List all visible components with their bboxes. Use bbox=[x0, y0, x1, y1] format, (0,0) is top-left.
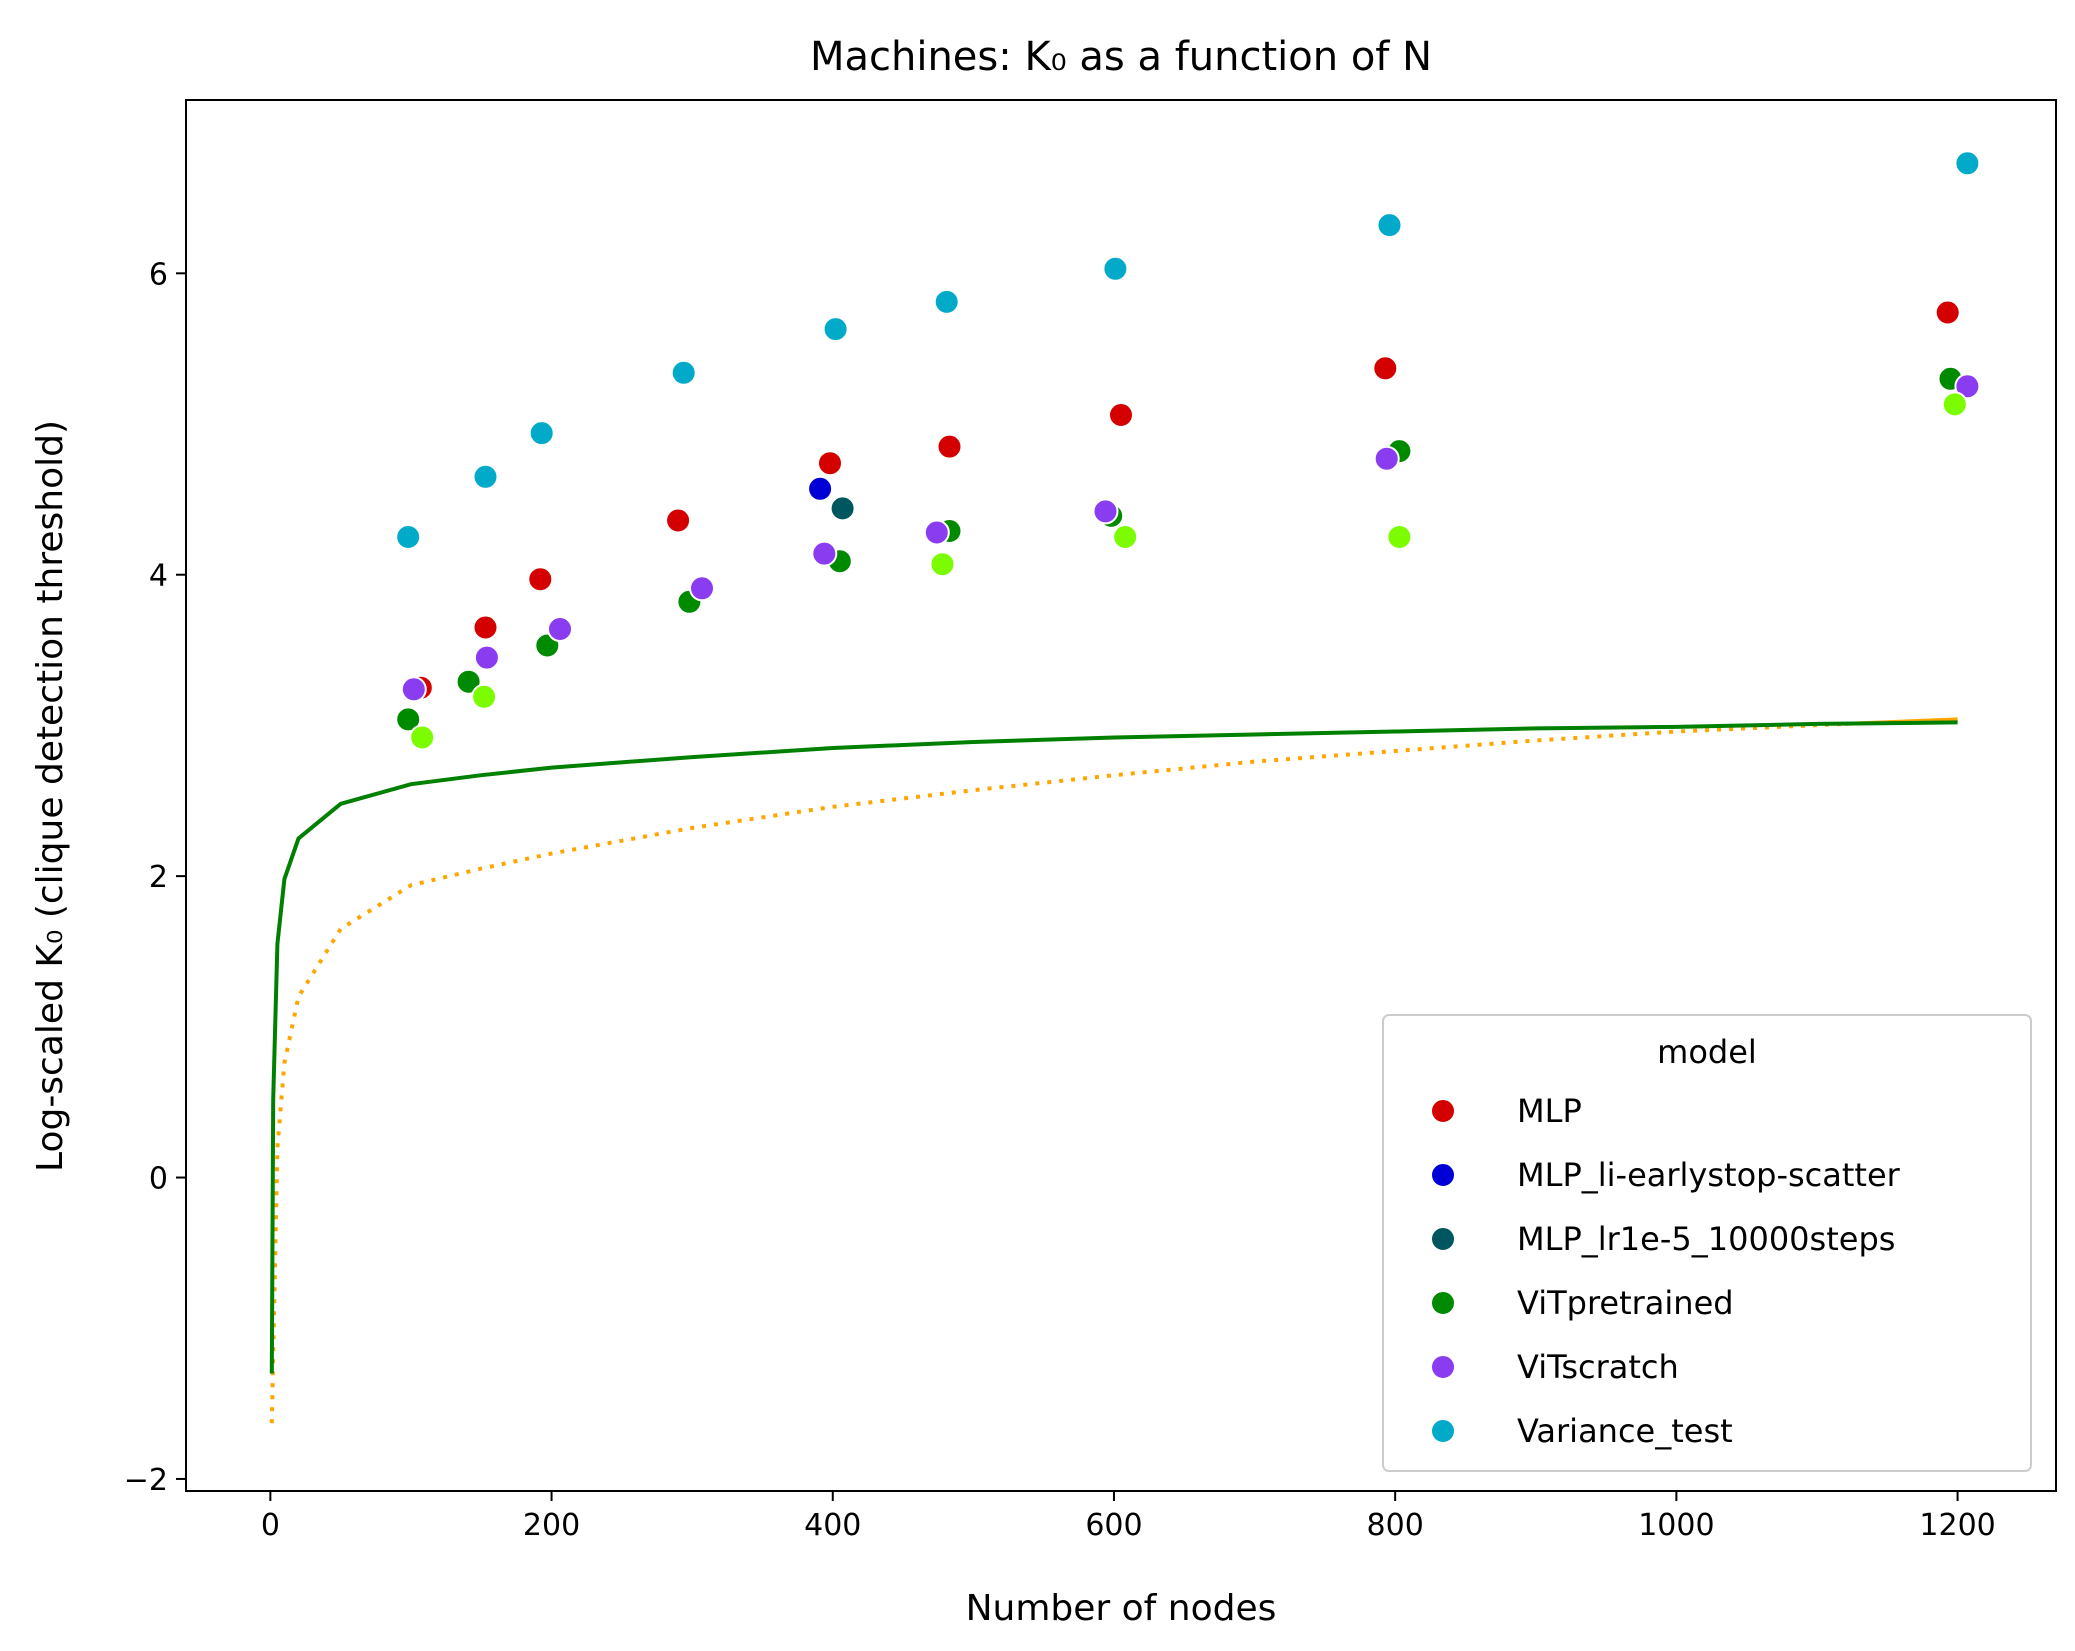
data-point-Variance_test-5 bbox=[933, 288, 960, 315]
x-tick-label: 800 bbox=[1367, 1508, 1424, 1543]
legend-label: Variance_test bbox=[1517, 1412, 1733, 1450]
data-point-ViTscratch-0 bbox=[400, 676, 427, 703]
data-point-Variance_test-7 bbox=[1376, 212, 1403, 239]
x-tick-label: 200 bbox=[523, 1508, 580, 1543]
data-point-MLP-6 bbox=[1108, 402, 1134, 428]
data-point-MLP-8 bbox=[1934, 299, 1961, 326]
data-point-MLP-5 bbox=[936, 433, 963, 460]
data-point-Variance_test-1 bbox=[472, 463, 499, 490]
y-tick-label: 0 bbox=[149, 1162, 168, 1197]
legend-marker bbox=[1430, 1226, 1456, 1252]
data-point-MLP-7 bbox=[1372, 355, 1399, 382]
data-point-unlabeled-2 bbox=[929, 551, 956, 578]
data-point-Variance_test-3 bbox=[670, 359, 697, 386]
data-point-ViTscratch-6 bbox=[1092, 498, 1119, 525]
x-axis-label: Number of nodes bbox=[966, 1588, 1277, 1629]
data-point-ViTscratch-7 bbox=[1373, 445, 1400, 472]
legend: model MLP MLP_li-earlystop-scatter MLP_lr1… bbox=[1382, 1014, 2032, 1472]
data-point-Variance_test-0 bbox=[395, 524, 422, 550]
y-tick-label: 6 bbox=[149, 257, 168, 292]
legend-label: ViTscratch bbox=[1517, 1348, 1679, 1386]
legend-items: MLP MLP_li-earlystop-scatter MLP_lr1e-5_10… bbox=[1430, 1092, 1901, 1450]
data-point-ViTpretrained-1 bbox=[455, 668, 482, 695]
data-point-ViTscratch-3 bbox=[689, 575, 715, 602]
y-tick-label: 2 bbox=[149, 860, 168, 895]
data-point-Variance_test-2 bbox=[528, 420, 555, 447]
plot-area bbox=[269, 150, 1981, 1424]
x-tick-label: 0 bbox=[261, 1508, 280, 1543]
data-point-MLP-3 bbox=[665, 507, 692, 534]
x-tick-label: 1000 bbox=[1638, 1508, 1714, 1543]
x-tick-label: 600 bbox=[1085, 1508, 1142, 1543]
data-point-MLP-4 bbox=[817, 450, 843, 477]
legend-marker bbox=[1430, 1098, 1456, 1124]
orange-dotted-curve bbox=[269, 721, 1846, 1424]
y-axis-label: Log-scaled K₀ (clique detection threshol… bbox=[30, 420, 71, 1172]
data-point-Variance_test-6 bbox=[1102, 255, 1129, 282]
data-point-MLP_li-earlystop-scatter-0 bbox=[807, 475, 834, 502]
data-point-unlabeled-5 bbox=[1941, 391, 1968, 418]
green-solid-curve bbox=[269, 720, 1958, 1374]
data-point-MLP_lr1e-5_10000steps-0 bbox=[829, 495, 856, 522]
legend-label: MLP_li-earlystop-scatter bbox=[1517, 1156, 1901, 1194]
x-tick-label: 1200 bbox=[1919, 1508, 1995, 1543]
data-point-MLP-1 bbox=[472, 614, 499, 641]
legend-marker bbox=[1430, 1354, 1456, 1380]
data-point-ViTscratch-8 bbox=[1954, 373, 1981, 400]
legend-marker bbox=[1430, 1418, 1456, 1444]
axis-ticks: 0 200 400 600 800 1000 1200 −2 0 2 4 6 bbox=[124, 257, 1996, 1543]
chart-title: Machines: K₀ as a function of N bbox=[810, 34, 1432, 80]
x-tick-label: 400 bbox=[804, 1508, 861, 1543]
data-point-ViTscratch-4 bbox=[811, 540, 838, 567]
legend-marker bbox=[1430, 1162, 1456, 1188]
y-tick-label: 4 bbox=[149, 559, 168, 594]
axes-frame bbox=[185, 99, 2057, 1492]
data-point-MLP-2 bbox=[527, 566, 554, 593]
data-point-Variance_test-4 bbox=[822, 316, 849, 343]
data-point-ViTpretrained-0 bbox=[395, 706, 422, 733]
data-point-ViTscratch-5 bbox=[923, 519, 950, 546]
data-point-unlabeled-3 bbox=[1112, 524, 1139, 550]
data-point-ViTscratch-2 bbox=[547, 616, 573, 642]
data-point-Variance_test-8 bbox=[1954, 150, 1981, 177]
data-point-unlabeled-4 bbox=[1386, 524, 1413, 550]
legend-label: MLP_lr1e-5_10000steps bbox=[1517, 1220, 1895, 1258]
legend-label: MLP bbox=[1517, 1092, 1582, 1130]
data-point-unlabeled-0 bbox=[409, 724, 436, 751]
y-tick-label: −2 bbox=[124, 1463, 168, 1498]
legend-title: model bbox=[1657, 1033, 1757, 1071]
data-point-unlabeled-1 bbox=[471, 683, 498, 710]
data-point-ViTscratch-1 bbox=[473, 644, 500, 671]
legend-frame bbox=[1382, 1014, 2032, 1472]
legend-marker bbox=[1430, 1290, 1456, 1316]
legend-label: ViTpretrained bbox=[1517, 1284, 1734, 1322]
